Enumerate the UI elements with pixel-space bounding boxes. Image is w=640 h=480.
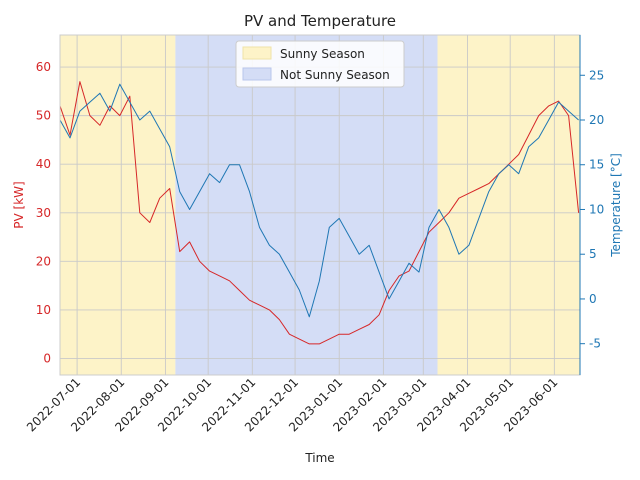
legend-frame [235, 40, 405, 88]
legend-swatch-not-sunny [242, 67, 272, 81]
chart-title: PV and Temperature [244, 12, 396, 30]
series-line-temperature [59, 83, 579, 318]
left-tick-label: 30 [36, 206, 51, 220]
legend-swatch-sunny [242, 46, 272, 60]
series-line-pv [59, 81, 580, 345]
right-tick-label: 25 [589, 68, 604, 82]
right-tick-label: 5 [589, 247, 597, 261]
left-tick-label: 20 [36, 254, 51, 268]
legend-label-not-sunny: Not Sunny Season [280, 68, 390, 82]
right-axis-ticks: -5 0 5 10 15 20 25 [580, 68, 604, 351]
left-tick-label: 60 [36, 60, 51, 74]
season-bands [60, 35, 580, 375]
right-tick-label: 10 [589, 202, 604, 216]
left-tick-label: 10 [36, 303, 51, 317]
left-axis-ticks: 0 10 20 30 40 50 60 [36, 60, 51, 365]
right-tick-label: 20 [589, 113, 604, 127]
right-tick-label: 0 [589, 292, 597, 306]
band-2 [437, 35, 580, 375]
left-tick-label: 40 [36, 157, 51, 171]
right-tick-label: -5 [589, 337, 601, 351]
x-axis-label: Time [304, 451, 334, 465]
left-tick-label: 50 [36, 109, 51, 123]
legend-label-sunny: Sunny Season [280, 47, 365, 61]
legend: Sunny Season Not Sunny Season [235, 40, 405, 88]
left-axis-label: PV [kW] [12, 181, 26, 228]
band-0 [60, 35, 176, 375]
right-tick-label: 15 [589, 158, 604, 172]
series-layer [59, 81, 580, 345]
right-axis-label: Temperature [°C] [609, 153, 623, 258]
band-1 [175, 35, 438, 375]
left-tick-label: 0 [43, 351, 51, 365]
